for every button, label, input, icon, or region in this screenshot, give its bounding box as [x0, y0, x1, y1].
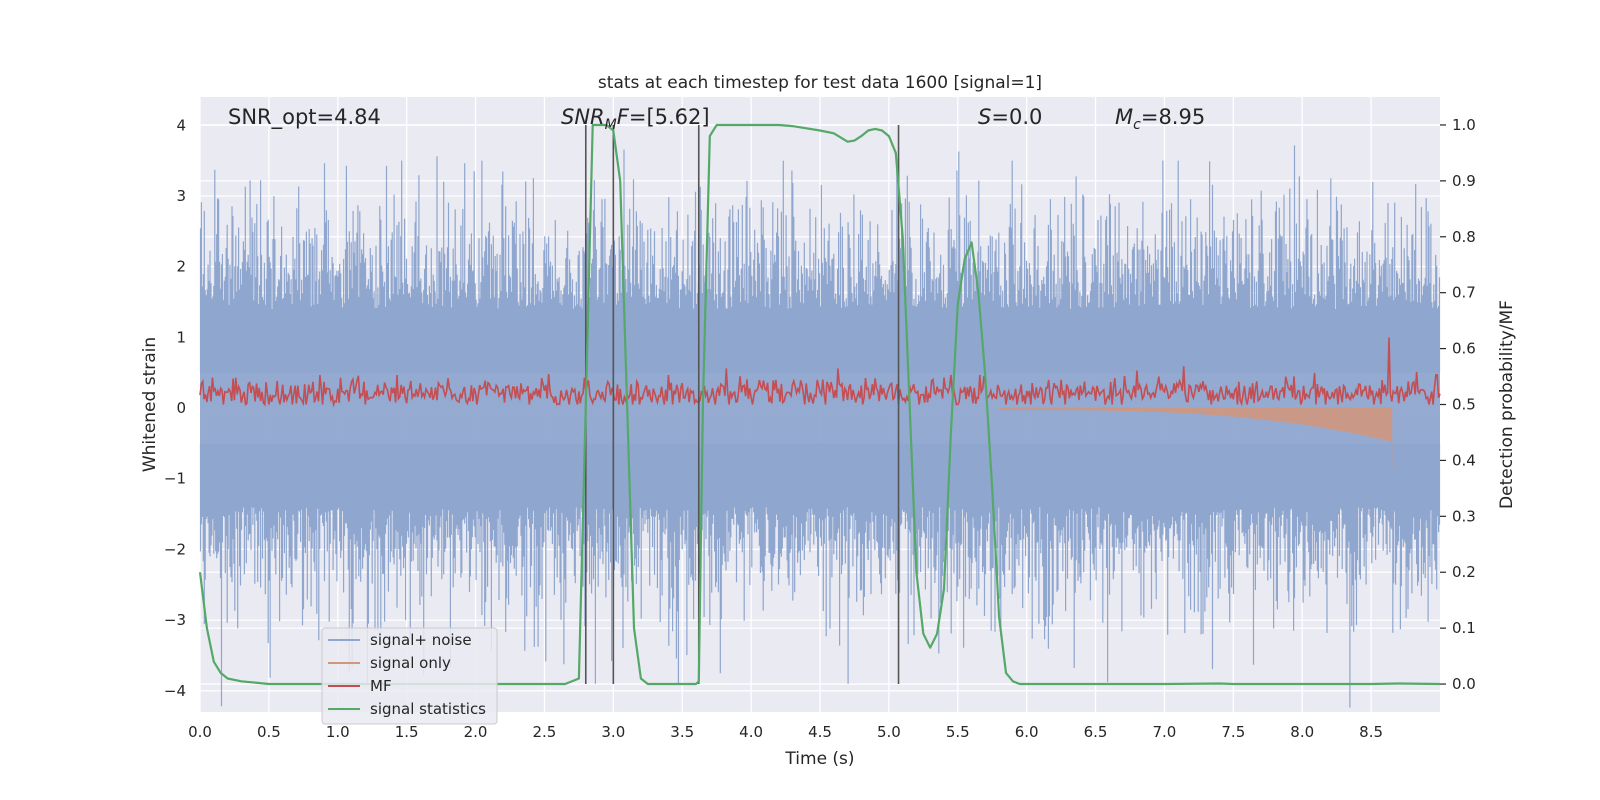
- y-right-tick-label: 0.8: [1452, 228, 1476, 246]
- y-tick-label: −4: [164, 682, 186, 700]
- y-right-axis-label: Detection probability/MF: [1497, 300, 1517, 509]
- y-tick-label: 1: [176, 328, 186, 346]
- x-tick-label: 5.5: [946, 723, 970, 741]
- y-tick-label: −3: [164, 611, 186, 629]
- x-tick-label: 2.5: [533, 723, 557, 741]
- x-tick-label: 0.0: [188, 723, 212, 741]
- legend-label: signal statistics: [370, 700, 486, 718]
- x-tick-label: 3.5: [670, 723, 694, 741]
- y-right-tick-label: 0.2: [1452, 563, 1476, 581]
- y-right-tick-label: 0.0: [1452, 675, 1476, 693]
- x-tick-label: 6.0: [1015, 723, 1039, 741]
- legend-label: MF: [370, 677, 392, 695]
- y-right-tick-label: 1.0: [1452, 116, 1476, 134]
- y-right-tick-label: 0.3: [1452, 507, 1476, 525]
- annotation-snr-mf: SNRMF=[5.62]: [561, 105, 710, 133]
- legend: signal+ noise signal only MF signal statist…: [322, 628, 497, 724]
- chart-title: stats at each timestep for test data 160…: [598, 73, 1042, 93]
- x-axis-label: Time (s): [784, 749, 854, 769]
- x-tick-label: 3.0: [601, 723, 625, 741]
- annotation-mc-value: 8.95: [1158, 105, 1205, 129]
- y-right-axis-ticks: 0.0 0.1 0.2 0.3 0.4 0.5 0.6 0.7 0.8 0.9 1.0: [1440, 116, 1476, 693]
- y-tick-label: 0: [176, 399, 186, 417]
- y-tick-label: 4: [176, 116, 186, 134]
- x-axis-ticks: 0.0 0.5 1.0 1.5 2.0 2.5 3.0 3.5 4.0 4.5 5.0 5.5 6.0 6…: [188, 723, 1383, 741]
- y-tick-label: −2: [164, 540, 186, 558]
- x-tick-label: 4.0: [739, 723, 763, 741]
- annotation-snr-opt: SNR_opt=4.84: [228, 105, 381, 130]
- x-tick-label: 4.5: [808, 723, 832, 741]
- annotation-s: S=0.0: [978, 105, 1042, 129]
- y-right-tick-label: 0.9: [1452, 172, 1476, 190]
- x-tick-label: 7.0: [1153, 723, 1177, 741]
- y-right-tick-label: 0.7: [1452, 284, 1476, 302]
- x-tick-label: 5.0: [877, 723, 901, 741]
- y-right-tick-label: 0.4: [1452, 451, 1476, 469]
- y-tick-label: 3: [176, 187, 186, 205]
- y-axis-ticks: −4 −3 −2 −1 0 1 2 3 4: [164, 116, 186, 700]
- legend-label: signal+ noise: [370, 631, 472, 649]
- x-tick-label: 1.0: [326, 723, 350, 741]
- x-tick-label: 8.0: [1290, 723, 1314, 741]
- annotation-s-value: 0.0: [1009, 105, 1042, 129]
- y-tick-label: 2: [176, 258, 186, 276]
- legend-label: signal only: [370, 654, 451, 672]
- x-tick-label: 7.5: [1221, 723, 1245, 741]
- x-tick-label: 0.5: [257, 723, 281, 741]
- annotation-mc: Mc=8.95: [1115, 105, 1205, 133]
- y-tick-label: −1: [164, 470, 186, 488]
- y-right-tick-label: 0.1: [1452, 619, 1476, 637]
- x-tick-label: 2.0: [464, 723, 488, 741]
- chart: 0.0 0.5 1.0 1.5 2.0 2.5 3.0 3.5 4.0 4.5 5.0 5.5 6.0 6…: [0, 0, 1600, 800]
- y-right-tick-label: 0.6: [1452, 340, 1476, 358]
- x-tick-label: 1.5: [395, 723, 419, 741]
- y-right-tick-label: 0.5: [1452, 396, 1476, 414]
- x-tick-label: 6.5: [1084, 723, 1108, 741]
- x-tick-label: 8.5: [1359, 723, 1383, 741]
- y-axis-label: Whitened strain: [140, 337, 160, 472]
- annotation-snr-mf-value: [5.62]: [646, 105, 709, 129]
